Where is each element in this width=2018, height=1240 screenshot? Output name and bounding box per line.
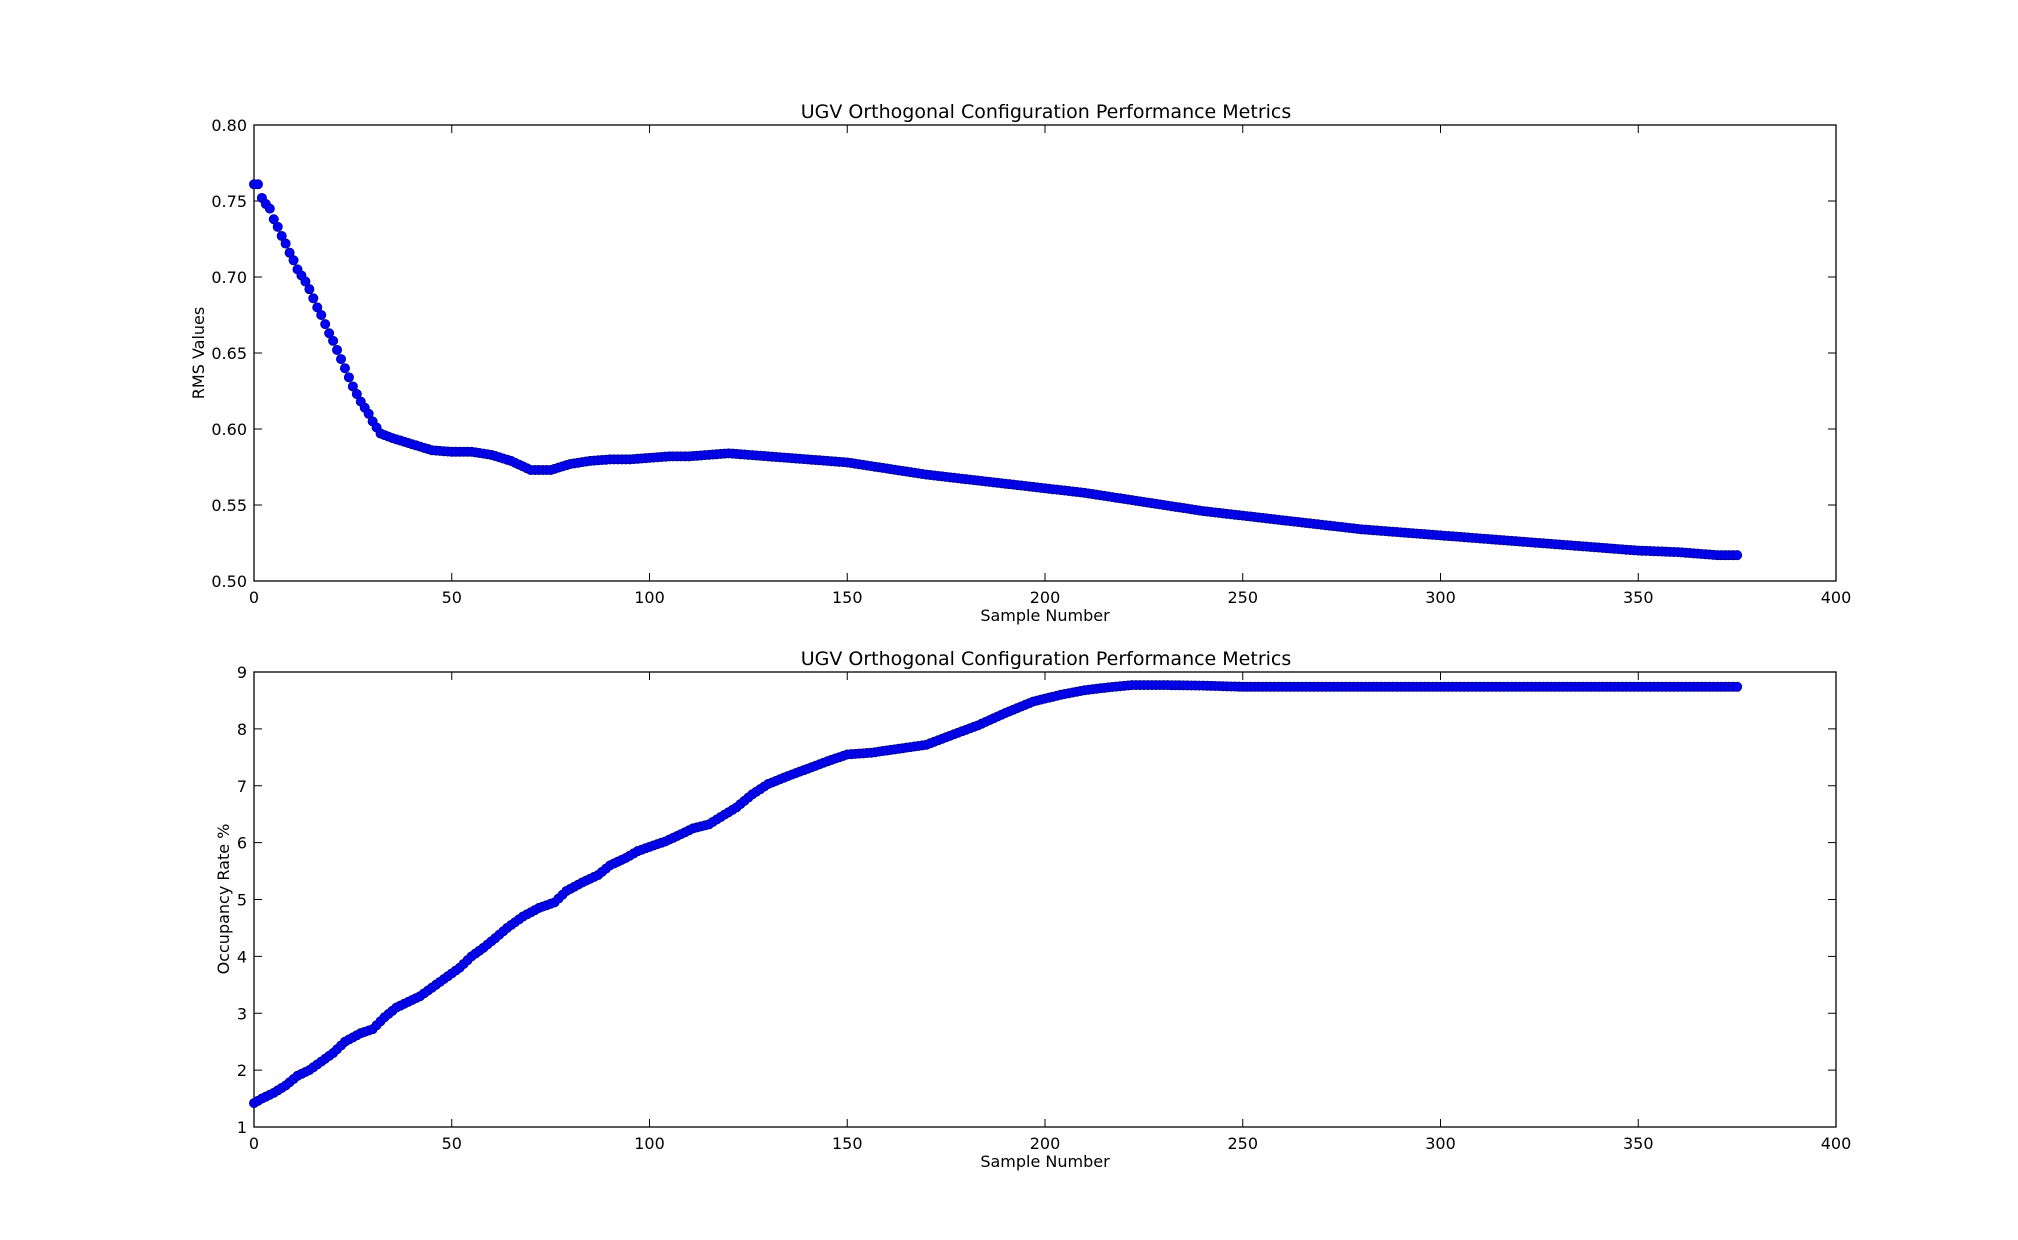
data-point — [264, 203, 275, 214]
data-point — [304, 284, 315, 295]
y-tick-label: 0.80 — [211, 116, 247, 135]
chart-title: UGV Orthogonal Configuration Performance… — [801, 101, 1292, 123]
data-point — [339, 363, 350, 374]
x-tick-label: 200 — [1030, 588, 1061, 607]
y-tick-label: 0.70 — [211, 268, 247, 287]
chart-title: UGV Orthogonal Configuration Performance… — [801, 648, 1292, 670]
plot-frame — [253, 124, 1837, 582]
x-tick-label: 150 — [832, 1134, 863, 1153]
x-tick-label: 0 — [249, 588, 259, 607]
y-axis-label: Occupancy Rate % — [214, 824, 233, 975]
y-tick-label: 0.55 — [211, 496, 247, 515]
data-point — [343, 372, 354, 383]
data-point — [252, 179, 263, 190]
data-points — [248, 680, 1743, 1109]
y-tick-label: 0.50 — [211, 572, 247, 591]
x-tick-label: 0 — [249, 1134, 259, 1153]
data-points — [248, 179, 1743, 561]
x-ticks: 0 50 100 150 200 250 300 350 400 — [249, 672, 1851, 1153]
y-tick-label: 0.65 — [211, 344, 247, 363]
y-tick-label: 7 — [237, 777, 247, 796]
x-tick-label: 400 — [1821, 1134, 1852, 1153]
data-point — [280, 238, 291, 249]
y-axis-label: RMS Values — [189, 307, 208, 399]
x-tick-label: 300 — [1425, 1134, 1456, 1153]
chart-rms: UGV Orthogonal Configuration Performance… — [189, 101, 1851, 625]
x-tick-label: 100 — [634, 588, 665, 607]
y-tick-label: 5 — [237, 891, 247, 910]
data-point — [1732, 550, 1743, 561]
data-point — [332, 344, 343, 355]
data-point — [328, 335, 339, 346]
data-point — [1732, 681, 1743, 692]
x-tick-label: 150 — [832, 588, 863, 607]
data-point — [316, 309, 327, 320]
x-tick-label: 100 — [634, 1134, 665, 1153]
x-tick-label: 300 — [1425, 588, 1456, 607]
y-ticks: 0.50 0.55 0.60 0.65 0.70 0.75 0.80 — [211, 116, 1836, 591]
x-tick-label: 350 — [1623, 588, 1654, 607]
data-point — [308, 293, 319, 304]
y-tick-label: 9 — [237, 663, 247, 682]
x-tick-label: 50 — [442, 588, 462, 607]
data-point — [336, 354, 347, 365]
y-tick-label: 4 — [237, 947, 247, 966]
y-tick-label: 2 — [237, 1061, 247, 1080]
x-axis-label: Sample Number — [980, 606, 1110, 625]
y-tick-label: 1 — [237, 1118, 247, 1137]
y-tick-label: 0.60 — [211, 420, 247, 439]
x-tick-label: 400 — [1821, 588, 1852, 607]
y-tick-label: 6 — [237, 834, 247, 853]
x-tick-label: 350 — [1623, 1134, 1654, 1153]
x-tick-label: 50 — [442, 1134, 462, 1153]
x-ticks: 0 50 100 150 200 250 300 350 400 — [249, 125, 1851, 607]
data-point — [320, 319, 331, 330]
x-tick-label: 200 — [1030, 1134, 1061, 1153]
y-tick-label: 8 — [237, 720, 247, 739]
plot-frame — [253, 671, 1837, 1128]
chart-occupancy: UGV Orthogonal Configuration Performance… — [214, 648, 1851, 1171]
y-tick-label: 0.75 — [211, 192, 247, 211]
y-tick-label: 3 — [237, 1004, 247, 1023]
x-tick-label: 250 — [1227, 1134, 1258, 1153]
x-tick-label: 250 — [1227, 588, 1258, 607]
data-point — [272, 221, 283, 232]
x-axis-label: Sample Number — [980, 1152, 1110, 1171]
data-point — [288, 255, 299, 266]
y-ticks: 1 2 3 4 5 6 7 8 9 — [237, 663, 1836, 1137]
